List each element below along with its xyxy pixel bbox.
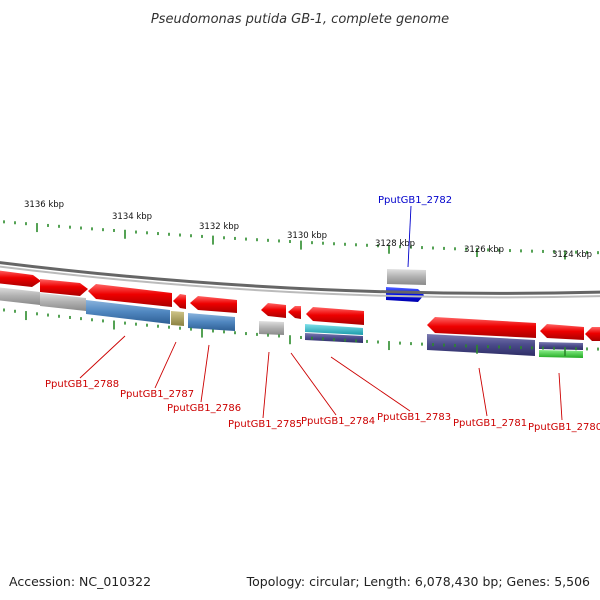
tick-label-3126: 3126 kbp	[464, 245, 504, 255]
gene-pputgb1-2781[interactable]	[427, 334, 535, 356]
gene-red-reverse-5	[288, 306, 301, 319]
gene-pputgb1-2786[interactable]	[188, 313, 235, 331]
gene-pputgb1-2788[interactable]	[86, 300, 170, 324]
gene-gray-reverse-1	[0, 287, 40, 305]
leader-2784	[290, 352, 337, 416]
leader-2780	[558, 372, 563, 421]
label-pputgb1-2782[interactable]: PputGB1_2782	[378, 195, 452, 206]
lower-tick-row	[3, 308, 599, 357]
tick-label-3124: 3124 kbp	[552, 250, 592, 260]
gene-red-forward-1	[0, 270, 41, 287]
accession-text: Accession: NC_010322	[9, 574, 151, 589]
leader-2788	[79, 335, 126, 379]
gene-pputgb1-2783[interactable]	[305, 333, 363, 343]
gene-red-reverse-3	[190, 296, 237, 313]
reverse-strand	[0, 284, 600, 358]
gene-pputgb1-2782[interactable]	[386, 287, 424, 302]
gene-navy-reverse-small	[539, 342, 583, 350]
tick-labels: 3136 kbp 3134 kbp 3132 kbp 3130 kbp 3128…	[24, 200, 592, 260]
gene-red-forward-2	[40, 279, 88, 296]
label-pputgb1-2786[interactable]: PputGB1_2786	[167, 403, 241, 414]
leader-2785	[262, 351, 270, 419]
gene-gray-forward	[387, 269, 426, 285]
leader-2787	[154, 341, 177, 389]
gene-red-reverse-6	[306, 307, 364, 325]
label-pputgb1-2783[interactable]: PputGB1_2783	[377, 412, 451, 423]
gene-red-reverse-8	[540, 324, 584, 340]
gene-pputgb1-2780[interactable]	[539, 350, 583, 358]
label-pputgb1-2787[interactable]: PputGB1_2787	[120, 389, 194, 400]
leader-2781	[478, 367, 488, 417]
tick-label-3136: 3136 kbp	[24, 200, 64, 210]
gene-red-reverse-9	[585, 327, 600, 341]
upper-tick-row	[3, 220, 599, 260]
tick-label-3128: 3128 kbp	[375, 239, 415, 249]
genome-summary-text: Topology: circular; Length: 6,078,430 bp…	[246, 574, 590, 589]
genome-backbone	[0, 261, 600, 299]
gene-pputgb1-2784[interactable]	[305, 324, 363, 335]
gene-red-reverse-4	[261, 303, 286, 318]
leader-2786	[200, 344, 210, 403]
gene-red-reverse-7	[427, 317, 536, 338]
leader-2783	[330, 356, 411, 412]
label-pputgb1-2788[interactable]: PputGB1_2788	[45, 379, 119, 390]
label-pputgb1-2784[interactable]: PputGB1_2784	[301, 416, 375, 427]
label-leaders	[79, 205, 563, 421]
leader-2782	[407, 205, 412, 268]
forward-strand	[0, 269, 426, 302]
label-pputgb1-2785[interactable]: PputGB1_2785	[228, 419, 302, 430]
label-pputgb1-2781[interactable]: PputGB1_2781	[453, 418, 527, 429]
page-title: Pseudomonas putida GB-1, complete genome	[151, 12, 449, 27]
gene-labels: PputGB1_2782 PputGB1_2788 PputGB1_2787 P…	[45, 195, 600, 433]
tick-label-3132: 3132 kbp	[199, 222, 239, 232]
gene-red-reverse-1	[88, 284, 172, 307]
gene-pputgb1-2785[interactable]	[259, 321, 284, 335]
label-pputgb1-2780[interactable]: PputGB1_2780	[528, 422, 600, 433]
tick-label-3130: 3130 kbp	[287, 231, 327, 241]
gene-red-reverse-2	[173, 294, 186, 309]
gene-pputgb1-2787[interactable]	[171, 311, 184, 326]
gene-gray-reverse-2	[40, 293, 86, 311]
tick-label-3134: 3134 kbp	[112, 212, 152, 222]
